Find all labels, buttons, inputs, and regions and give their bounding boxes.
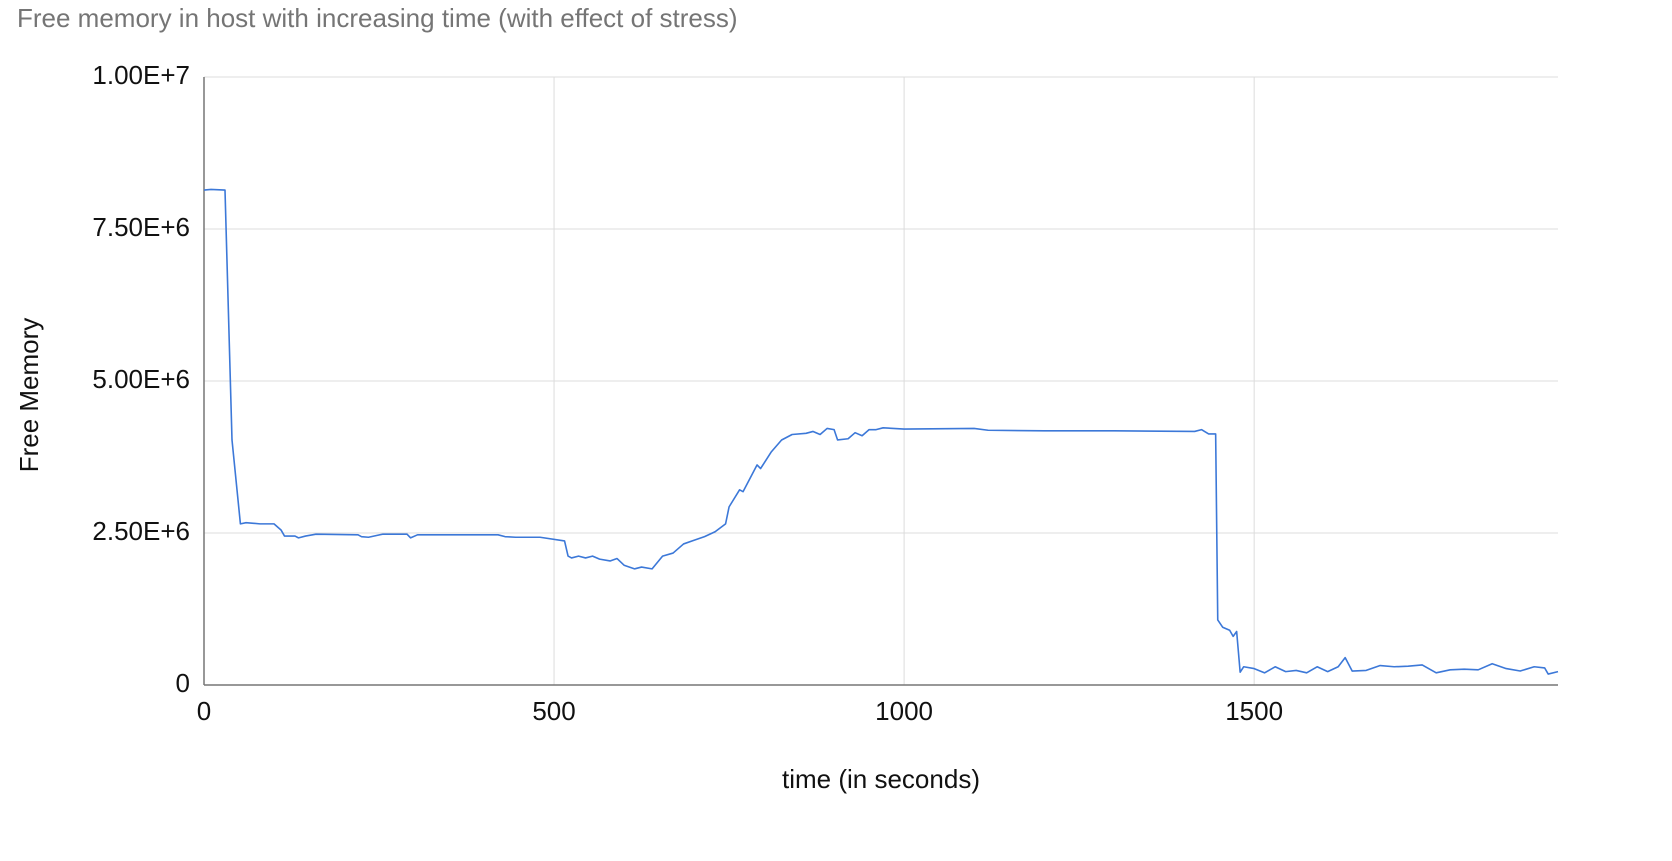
y-tick-label: 7.50E+6	[92, 212, 190, 242]
y-tick-label: 0	[176, 668, 190, 698]
x-axis-title: time (in seconds)	[782, 764, 980, 794]
y-axis-title: Free Memory	[14, 318, 44, 473]
x-tick-label: 1000	[875, 696, 933, 726]
y-tick-label: 1.00E+7	[92, 60, 190, 90]
data-line	[203, 188, 1559, 675]
x-tick-label: 0	[197, 696, 211, 726]
y-tick-label: 2.50E+6	[92, 516, 190, 546]
y-tick-label: 5.00E+6	[92, 364, 190, 394]
chart-title: Free memory in host with increasing time…	[17, 3, 738, 33]
x-tick-label: 500	[532, 696, 575, 726]
x-tick-label: 1500	[1225, 696, 1283, 726]
